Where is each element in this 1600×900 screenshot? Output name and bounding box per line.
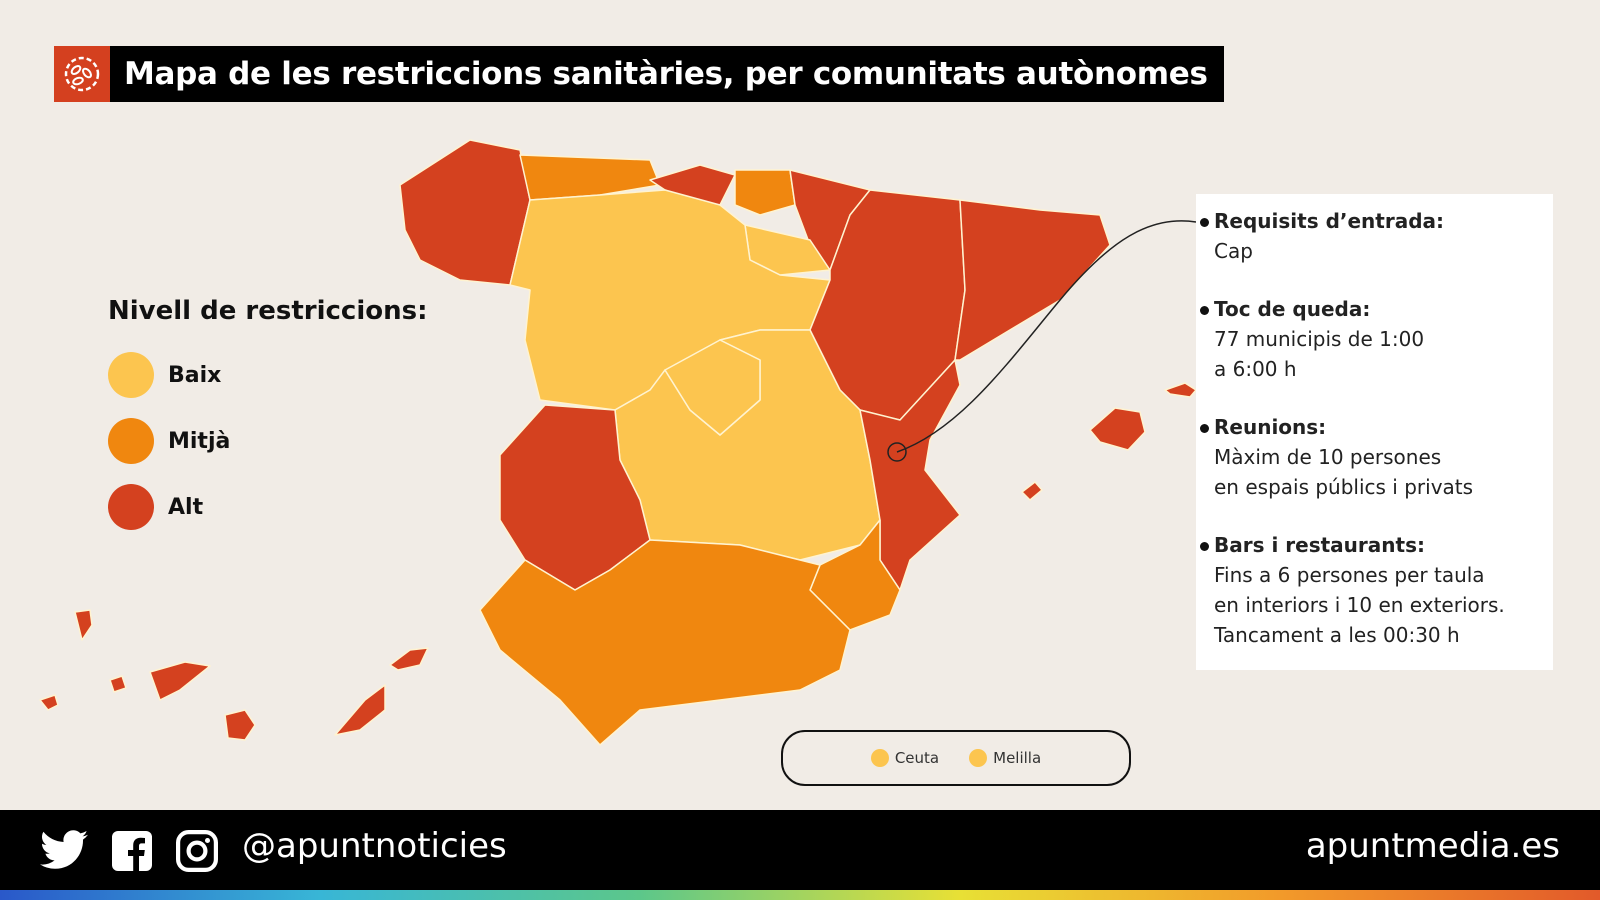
rainbow-stripe	[0, 890, 1600, 900]
footer: @apuntnoticies apuntmedia.es	[0, 810, 1600, 890]
region-asturias	[519, 154, 661, 201]
info-curfew: Toc de queda: 77 municipis de 1:00 a 6:00 …	[1199, 294, 1424, 384]
connector-line	[896, 220, 1197, 453]
region-pais-basc	[734, 169, 796, 216]
region-andalusia	[479, 539, 851, 746]
region-canaries	[39, 609, 429, 741]
legend-swatch	[108, 418, 154, 464]
region-catalunya	[954, 199, 1111, 361]
twitter-icon[interactable]	[40, 830, 88, 870]
instagram-icon[interactable]	[176, 830, 218, 872]
facebook-icon[interactable]	[112, 830, 152, 872]
social-handle[interactable]: @apuntnoticies	[242, 826, 507, 866]
info-meetings: Reunions: Màxim de 10 persones en espais p…	[1199, 412, 1473, 502]
info-panel: Requisits d’entrada: Cap Toc de queda: 77 …	[1196, 194, 1553, 670]
info-bars: Bars i restaurants: Fins a 6 persones per…	[1200, 530, 1505, 650]
region-galicia	[399, 139, 531, 286]
legend-swatch	[108, 484, 154, 530]
info-entry-requirements: Requisits d’entrada: Cap	[1199, 206, 1444, 266]
region-balears	[1021, 382, 1197, 501]
region-melilla: Melilla	[969, 749, 1041, 767]
legend-item-baix: Baix	[108, 342, 428, 408]
ceuta-melilla-box: Ceuta Melilla	[781, 730, 1131, 786]
page-title: Mapa de les restriccions sanitàries, per…	[124, 56, 1208, 92]
legend-title: Nivell de restriccions:	[108, 296, 428, 326]
region-comunitat-valenciana	[859, 359, 961, 591]
legend-item-mitja: Mitjà	[108, 408, 428, 474]
title-bar: Mapa de les restriccions sanitàries, per…	[54, 46, 1224, 102]
region-ceuta: Ceuta	[870, 749, 939, 767]
website-link[interactable]: apuntmedia.es	[1305, 826, 1560, 866]
legend: Nivell de restriccions: Baix Mitjà Alt	[108, 296, 428, 540]
legend-item-alt: Alt	[108, 474, 428, 540]
virus-icon	[54, 46, 110, 102]
region-madrid	[664, 339, 761, 436]
legend-swatch	[108, 352, 154, 398]
highlight-marker	[887, 442, 907, 462]
